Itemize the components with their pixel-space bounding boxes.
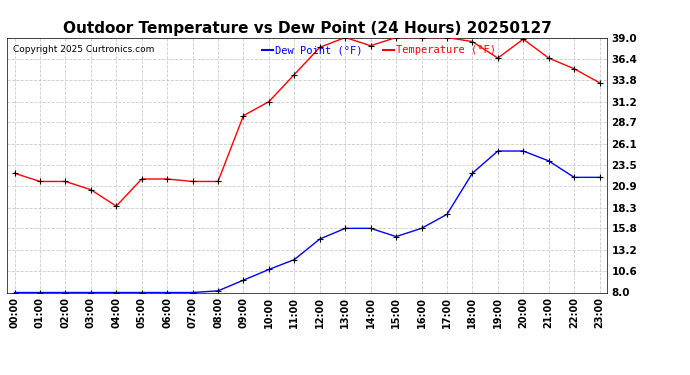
Legend: Dew Point (°F), Temperature (°F): Dew Point (°F), Temperature (°F) [258,41,500,59]
Text: Copyright 2025 Curtronics.com: Copyright 2025 Curtronics.com [13,45,155,54]
Title: Outdoor Temperature vs Dew Point (24 Hours) 20250127: Outdoor Temperature vs Dew Point (24 Hou… [63,21,551,36]
